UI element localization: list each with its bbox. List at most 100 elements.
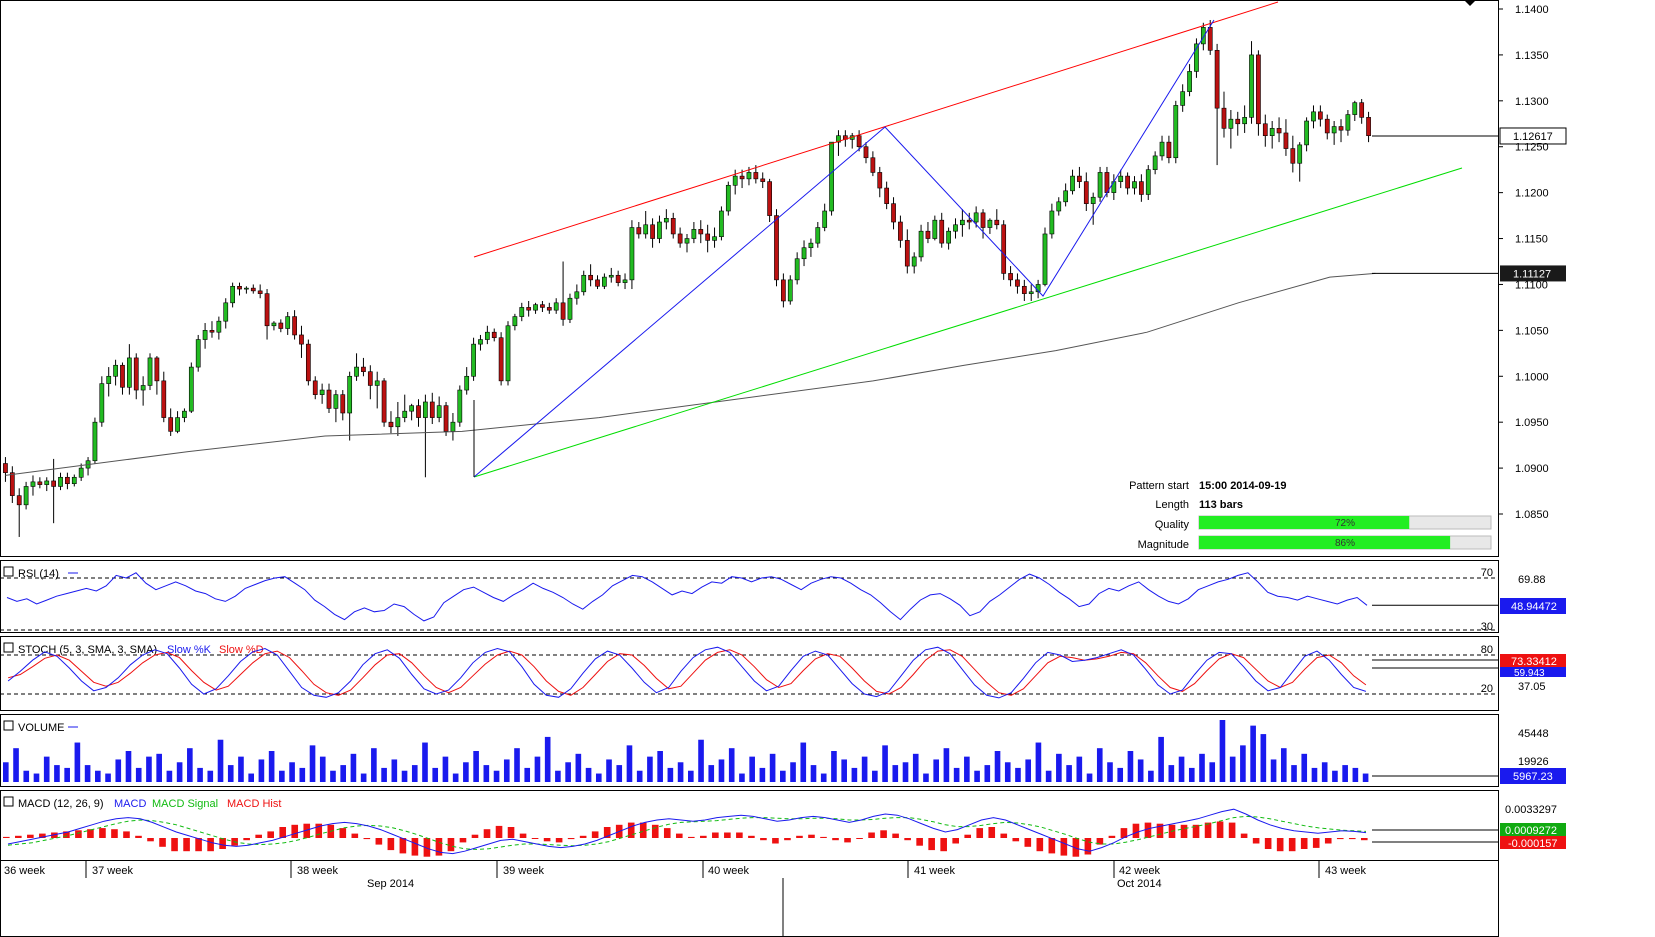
volume-bar <box>616 765 623 782</box>
macd-hist-bar <box>736 832 743 838</box>
candle <box>622 273 628 290</box>
macd-hist-bar <box>844 838 851 843</box>
candle <box>1318 105 1323 127</box>
macd-hist-bar <box>1216 821 1224 838</box>
candle <box>1297 142 1303 182</box>
macd-hist-bar <box>880 830 887 838</box>
macd-hist-bar <box>651 824 659 838</box>
candle <box>1276 117 1282 143</box>
volume-close-icon[interactable] <box>3 720 14 731</box>
candle <box>877 166 883 198</box>
volume-bar <box>1260 734 1267 782</box>
candle <box>202 323 208 349</box>
candle <box>188 362 194 413</box>
macd-current-badge <box>1500 823 1566 836</box>
macd-hist-bar <box>579 835 587 838</box>
candle <box>1283 119 1289 156</box>
macd-hist-bar <box>147 838 154 842</box>
candle <box>939 212 945 248</box>
stoch-title: STOCH (5, 3, SMA, 3, SMA) <box>18 644 157 656</box>
volume-bar <box>984 765 991 782</box>
candle <box>560 261 566 326</box>
candle <box>436 396 442 423</box>
candle <box>1159 135 1165 161</box>
length-value: 113 bars <box>1199 499 1243 511</box>
volume-bar <box>350 753 357 782</box>
volume-bar <box>606 759 612 782</box>
macd-hist-bar <box>1264 838 1272 849</box>
candle <box>1324 114 1330 140</box>
volume-bar <box>1209 762 1216 782</box>
candle <box>567 293 573 324</box>
volume-bar <box>330 770 336 782</box>
volume-bar <box>64 767 70 782</box>
macd-hist-bar <box>892 833 899 838</box>
stoch-d-current-value: 59.943 <box>1514 668 1545 679</box>
macd-hist-bar <box>207 838 214 852</box>
macd-hist-bar <box>75 830 82 838</box>
candle <box>602 273 607 290</box>
rsi-panel-frame <box>0 560 1499 633</box>
macd-hist-bar <box>1204 822 1212 838</box>
candle <box>608 267 614 283</box>
volume-bar <box>248 773 254 782</box>
volume-bar <box>401 770 408 782</box>
collapse-arrow-icon[interactable] <box>1464 0 1476 6</box>
candle <box>333 390 339 423</box>
macd-hist-bar <box>1072 838 1080 857</box>
current-price-badge <box>1499 127 1567 145</box>
volume-bar <box>677 762 684 782</box>
volume-bar <box>1250 725 1256 782</box>
volume-bar <box>319 756 326 782</box>
stoch-close-icon[interactable] <box>3 642 14 653</box>
candle <box>739 169 745 189</box>
volume-bar <box>84 765 91 782</box>
volume-bar <box>626 745 633 782</box>
candle <box>230 282 235 308</box>
volume-bar <box>1056 753 1062 782</box>
macd-hist-bar <box>99 828 106 838</box>
macd-close-icon[interactable] <box>3 796 14 807</box>
candle <box>478 334 483 351</box>
candle <box>767 178 772 223</box>
stoch-d-badge <box>1500 667 1566 677</box>
candle <box>891 197 896 230</box>
week-tick: 37 week <box>92 861 292 878</box>
macd-hist-bar <box>1120 828 1128 838</box>
ma200-line <box>5 272 1376 476</box>
volume-bar <box>810 765 817 782</box>
volume-bar <box>524 767 531 782</box>
stoch-level-80-label: 80 <box>1481 644 1493 656</box>
volume-bar <box>1219 720 1226 782</box>
rsi-close-icon[interactable] <box>3 566 14 577</box>
candle <box>450 413 456 441</box>
macd-hist-bar <box>315 823 323 838</box>
macd-hist-bar <box>495 825 503 838</box>
ma-value-label: 1.11127 <box>1513 268 1551 280</box>
volume-bar <box>667 767 674 782</box>
volume-panel: VOLUME 45448 19926 5967.23 <box>3 720 1566 784</box>
volume-bar <box>1291 765 1297 782</box>
volume-bar <box>1168 765 1175 782</box>
price-tick-label: 1.1200 <box>1515 188 1549 200</box>
candle <box>312 376 318 400</box>
volume-bar <box>309 745 316 782</box>
volume-bar <box>902 762 909 782</box>
volume-bar <box>708 765 715 782</box>
candle <box>23 481 29 510</box>
candle <box>960 209 965 237</box>
candle <box>526 300 532 317</box>
candle <box>1056 197 1062 216</box>
candle <box>904 229 910 274</box>
macd-hist-bar <box>399 838 407 854</box>
candle <box>932 215 938 241</box>
volume-bar <box>43 756 50 782</box>
macd-hist-bar <box>183 838 190 852</box>
channel-resistance-line <box>473 1 1279 258</box>
rsi-level-70-label: 70 <box>1481 567 1493 579</box>
week-label: 40 week <box>708 865 749 877</box>
macd-hist-bar <box>1192 824 1200 838</box>
volume-panel-frame <box>0 714 1499 787</box>
rsi-level-30-label: 30 <box>1481 621 1493 633</box>
